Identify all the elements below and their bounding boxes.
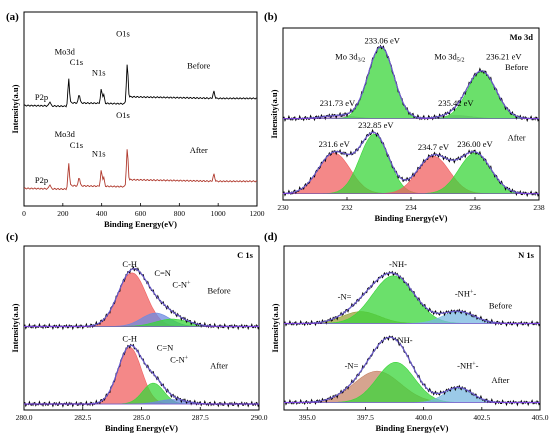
y-axis-title: Intensity(a.u) [269, 89, 279, 138]
panel-c: (c) C 1s 280.0 282.5 285.0 287.5 290.0 Binding … [6, 231, 268, 433]
annotation: Before [489, 301, 512, 311]
fit-component [283, 71, 539, 119]
x-tick-label: 400 [96, 209, 108, 218]
annotation: C1s [70, 140, 83, 150]
x-tick-label: 282.5 [74, 413, 91, 422]
annotation: -N= [338, 292, 352, 302]
fit-envelope-before [284, 272, 540, 325]
annotation: 234.7 eV [418, 142, 450, 152]
annotation: C-N+ [172, 280, 191, 290]
annotation: O1s [116, 110, 130, 120]
annotation: NH- [397, 335, 412, 345]
annotation: -N= [345, 360, 359, 370]
panel-title: C 1s [237, 250, 254, 260]
x-tick-label: 232 [341, 203, 353, 212]
annotation: C=N [154, 268, 171, 278]
annotation: C=N [157, 342, 174, 352]
annotation: -NH+- [457, 360, 479, 370]
x-tick-label: 1000 [211, 209, 226, 218]
plot-frame [23, 11, 258, 207]
panel-d: (d) N 1s 395.0 397.5 400.0 402.5 405.0 Binding … [264, 231, 549, 433]
series-line-after [23, 149, 258, 191]
panel-a: (a) 0 200 400 600 800 1000 1200 Binding Energy(e… [6, 11, 265, 229]
fit-envelope-before [283, 46, 539, 120]
annotation: 236.21 eV [486, 51, 522, 61]
annotation: N1s [92, 67, 106, 77]
annotation: P2p [35, 92, 48, 102]
fit-envelope-after [284, 336, 540, 404]
annotation: 231.6 eV [319, 139, 351, 149]
x-axis-title: Binding Energy(eV) [105, 423, 178, 433]
panel-label: (a) [6, 11, 19, 23]
x-tick-label: 400.0 [415, 413, 432, 422]
y-axis-title: Intensity(a.u) [10, 303, 20, 352]
x-tick-label: 287.5 [192, 413, 209, 422]
x-tick-label: 285.0 [133, 413, 150, 422]
x-tick-label: 280.0 [16, 413, 33, 422]
x-tick-label: 600 [135, 209, 147, 218]
panel-b: (b) Mo 3d 230 232 234 236 238 Binding Energy(eV… [264, 11, 545, 223]
annotation: -NH+- [455, 289, 477, 299]
annotation: After [190, 145, 208, 155]
x-tick-label: 236 [469, 203, 481, 212]
x-tick-label: 1200 [250, 209, 265, 218]
annotation: After [491, 375, 509, 385]
annotation: C-H [122, 259, 137, 269]
x-tick-label: 234 [405, 203, 417, 212]
x-tick-label: 200 [57, 209, 69, 218]
panel-label: (d) [264, 231, 278, 243]
annotation: C-H [122, 333, 137, 343]
annotation: C-N+ [170, 354, 189, 364]
annotation: C1s [70, 57, 83, 67]
annotation: 233.06 eV [364, 36, 400, 46]
x-tick-label: 230 [277, 203, 289, 212]
x-tick-label: 0 [22, 209, 26, 218]
x-axis-title: Binding Energy(eV) [375, 213, 448, 223]
annotation: Before [207, 286, 230, 296]
annotation: After [508, 133, 526, 143]
panel-label: (b) [264, 11, 278, 23]
x-tick-label: 238 [533, 203, 545, 212]
y-axis-title: Intensity(a.u) [10, 84, 20, 133]
annotation: 236.00 eV [457, 139, 493, 149]
x-axis-title: Binding Energy(eV) [104, 219, 177, 229]
annotation: 231.73 eV [320, 98, 356, 108]
x-axis-title: Binding Energy(eV) [376, 423, 449, 433]
x-tick-label: 397.5 [357, 413, 374, 422]
annotation: -NH- [389, 259, 407, 269]
x-tick-label: 800 [174, 209, 186, 218]
x-tick-label: 290.0 [251, 413, 268, 422]
x-tick-label: 402.5 [473, 413, 490, 422]
fit-envelope-after [283, 131, 539, 195]
x-tick-label: 395.0 [299, 413, 316, 422]
plot-frame [283, 245, 541, 411]
annotation: Mo 3d3/2 [335, 51, 365, 63]
y-axis-title: Intensity(a.u) [270, 303, 280, 352]
annotation: Mo3d [55, 46, 76, 56]
annotation: After [210, 360, 228, 370]
panel-title: N 1s [518, 250, 535, 260]
series-line-before [23, 64, 258, 108]
annotation: Mo 3d5/2 [434, 51, 464, 63]
x-tick-label: 405.0 [532, 413, 549, 422]
annotation: O1s [116, 29, 130, 39]
annotation: Before [187, 60, 210, 70]
annotation: 232.85 eV [358, 120, 394, 130]
annotation: Before [505, 62, 528, 72]
panel-title: Mo 3d [510, 32, 534, 42]
panel-label: (c) [6, 231, 19, 243]
annotation: P2p [35, 175, 48, 185]
annotation: 235.42 eV [438, 98, 474, 108]
annotation: Mo3d [55, 129, 76, 139]
annotation: N1s [92, 149, 106, 159]
